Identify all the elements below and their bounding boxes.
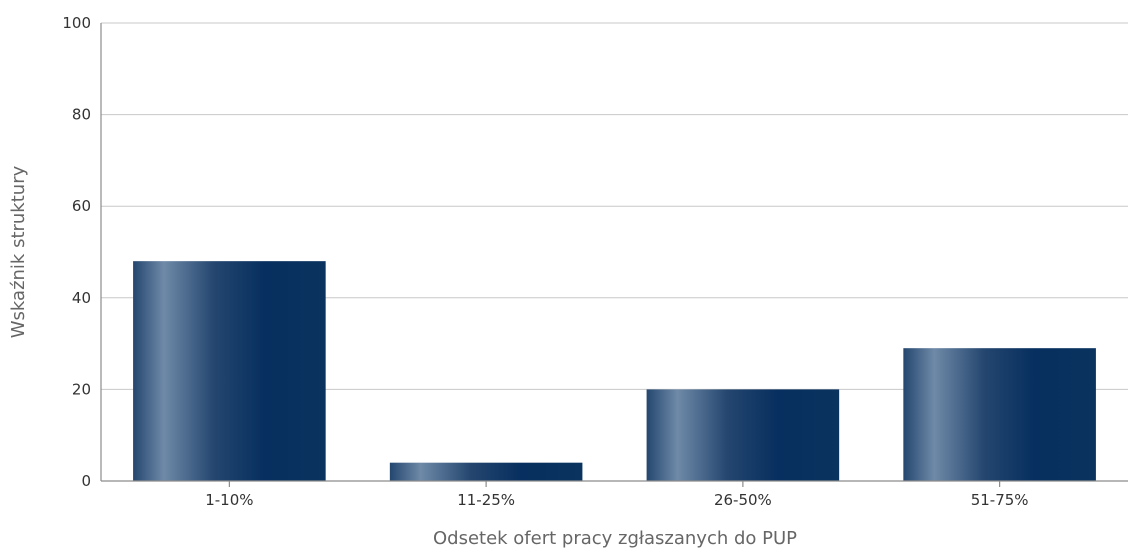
bar-26-50% xyxy=(646,389,840,481)
bars xyxy=(133,261,1096,481)
x-tick-label: 1-10% xyxy=(205,491,253,509)
y-tick-label: 20 xyxy=(72,380,91,398)
x-tick-label: 26-50% xyxy=(714,491,772,509)
y-tick-label: 40 xyxy=(72,289,91,307)
bar-11-25% xyxy=(389,462,583,481)
y-tick-label: 100 xyxy=(62,14,91,32)
y-tick-label: 80 xyxy=(72,106,91,124)
y-axis-title: Wskaźnik struktury xyxy=(8,165,29,338)
bar-1-10% xyxy=(133,261,326,481)
axes xyxy=(100,23,1128,487)
bar-51-75% xyxy=(903,348,1096,481)
y-tick-label: 0 xyxy=(81,472,91,490)
labels: 0 20 40 60 80 100 1-10% 11-25% 26-50% 51-75% xyxy=(62,14,1028,509)
x-axis-title: Odsetek ofert pracy zgłaszanych do PUP xyxy=(433,528,797,548)
x-tick-label: 51-75% xyxy=(971,491,1029,509)
x-tick-label: 11-25% xyxy=(457,491,515,509)
y-tick-label: 60 xyxy=(72,197,91,215)
